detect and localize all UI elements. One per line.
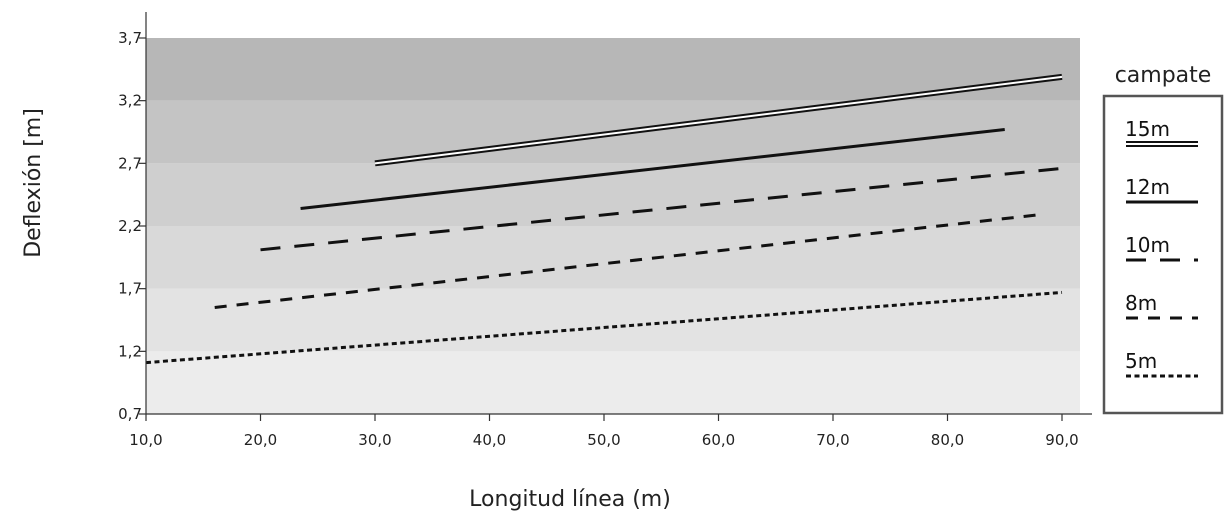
- legend-label: 15m: [1125, 117, 1170, 141]
- legend: 15m 12m 10m 8m 5m: [1125, 117, 1198, 378]
- x-tick-label: 60,0: [702, 431, 735, 449]
- legend-box: [1102, 94, 1224, 415]
- axes: [145, 12, 1092, 415]
- x-tick-label: 90,0: [1045, 431, 1078, 449]
- series-line-12m: [300, 128, 1005, 210]
- background-band: [146, 351, 1080, 414]
- legend-label: 5m: [1125, 349, 1157, 373]
- y-tick-label: 0,7: [118, 405, 142, 423]
- legend-label: 12m: [1125, 175, 1170, 199]
- background-band: [146, 288, 1080, 352]
- series-line-15m-inner: [374, 75, 1063, 165]
- y-tick-label: 3,7: [118, 29, 142, 47]
- background-band: [146, 38, 1080, 101]
- legend-label: 8m: [1125, 291, 1157, 315]
- x-tick-label: 70,0: [816, 431, 849, 449]
- y-tick-label: 2,7: [118, 154, 142, 172]
- x-tick-label: 80,0: [931, 431, 964, 449]
- y-ticks: 0,7 1,2 1,7 2,2 2,7 3,2 3,7: [118, 29, 146, 423]
- background-band: [146, 226, 1080, 289]
- x-tick-label: 30,0: [358, 431, 391, 449]
- x-tick-label: 40,0: [473, 431, 506, 449]
- legend-title: campate: [1115, 63, 1212, 88]
- series-line-5m: [145, 290, 1063, 365]
- y-tick-label: 3,2: [118, 92, 142, 110]
- y-tick-label: 1,7: [118, 280, 142, 298]
- series-line-8m: [214, 213, 1040, 309]
- legend-label: 10m: [1125, 233, 1170, 257]
- x-ticks: 10,0 20,0 30,0 40,0 50,0 60,0 70,0 80,0 90,0: [129, 414, 1079, 449]
- x-axis-label: Longitud línea (m): [469, 487, 671, 512]
- series-lines: [145, 73, 1063, 365]
- y-axis-label: Deflexión [m]: [21, 108, 46, 258]
- x-tick-label: 50,0: [587, 431, 620, 449]
- y-tick-label: 1,2: [118, 342, 142, 360]
- y-tick-label: 2,2: [118, 217, 142, 235]
- x-tick-label: 20,0: [244, 431, 277, 449]
- x-tick-label: 10,0: [129, 431, 162, 449]
